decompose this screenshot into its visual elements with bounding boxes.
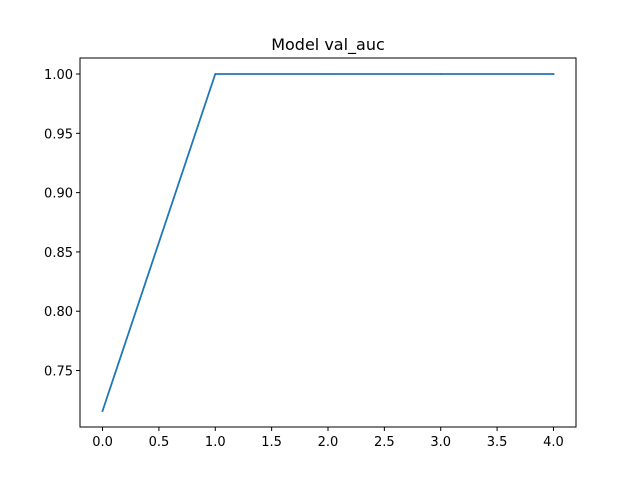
data-point [552,73,555,75]
data-point [439,73,442,75]
x-axis-ticks: 0.0 0.5 1.0 1.5 2.0 2.5 3.0 3.5 4.0 [92,427,564,450]
data-point [101,409,104,412]
y-tick-label: 0.75 [44,365,73,380]
chart-title: Model val_auc [271,35,385,55]
y-tick-label: 0.85 [44,246,73,261]
x-tick-label: 3.5 [487,435,508,450]
y-tick-label: 1.00 [44,68,73,83]
plot-area [101,73,555,413]
data-point [327,73,329,75]
x-tick-label: 0.0 [92,435,113,450]
x-tick-label: 4.0 [543,435,564,450]
x-tick-label: 2.0 [318,435,339,450]
x-tick-label: 1.0 [205,435,226,450]
x-tick-label: 3.0 [430,435,451,450]
y-tick-label: 0.95 [44,127,73,142]
x-tick-label: 1.5 [261,435,282,450]
y-axis-ticks: 0.75 0.80 0.85 0.90 0.95 1.00 [44,68,80,380]
y-tick-label: 0.90 [44,187,73,202]
x-tick-label: 0.5 [149,435,170,450]
y-tick-label: 0.80 [44,305,73,320]
data-point [214,73,217,75]
x-tick-label: 2.5 [374,435,395,450]
axes-frame [79,57,577,428]
